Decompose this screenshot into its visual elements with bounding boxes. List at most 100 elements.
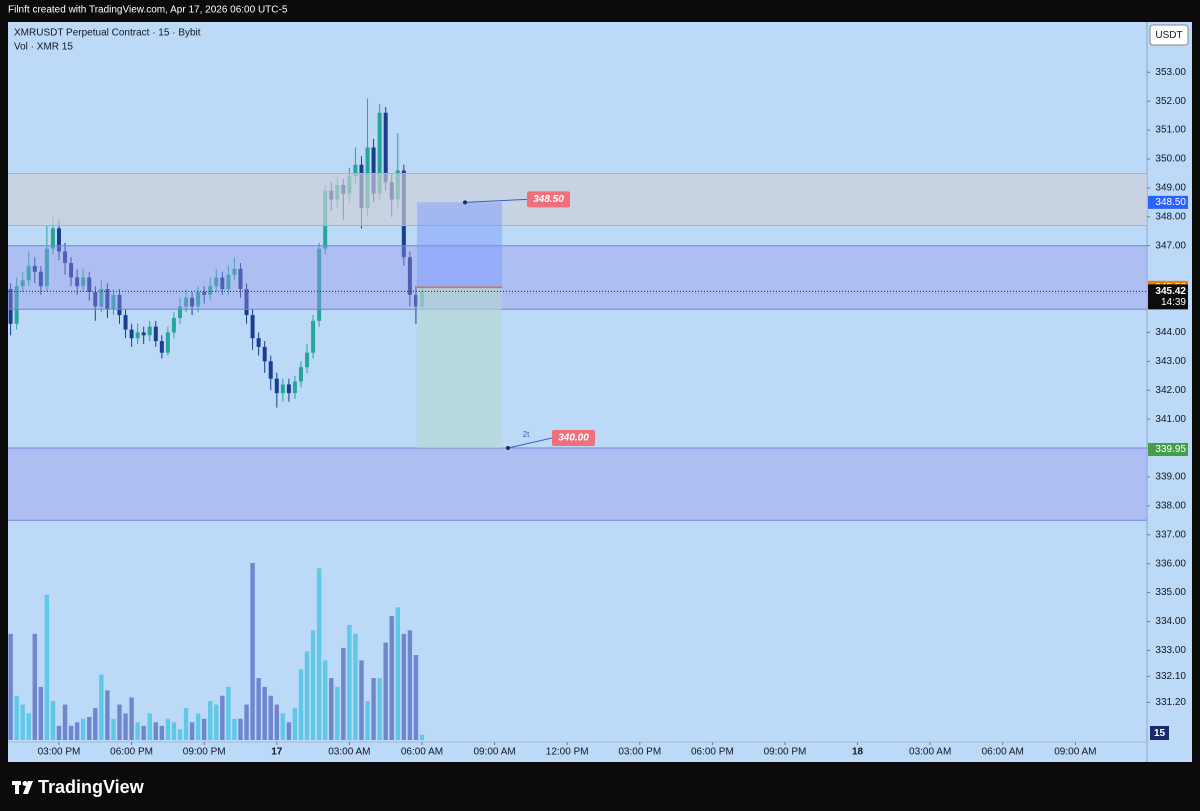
candle-body	[147, 326, 152, 336]
volume-bar	[383, 642, 388, 740]
volume-bar	[286, 722, 292, 740]
y-tick-label: 344.00	[1155, 327, 1186, 338]
zone	[8, 245, 1147, 310]
last-price-label: 345.42	[1155, 286, 1186, 297]
candle-body	[407, 257, 412, 295]
volume-bar	[105, 690, 110, 740]
candle-body	[214, 277, 219, 287]
y-tick-label: 332.10	[1155, 671, 1186, 682]
candle-body	[117, 294, 122, 316]
logo-shape	[23, 781, 33, 794]
candle-body	[383, 112, 388, 183]
candle-body	[20, 280, 25, 287]
volume-bar	[226, 686, 231, 740]
volume-bar	[44, 594, 50, 740]
y-tick-label: 339.00	[1155, 472, 1186, 483]
candle-body	[26, 265, 31, 281]
volume-bar	[135, 722, 140, 740]
volume-bar	[99, 674, 104, 740]
y-tick-label: 350.00	[1155, 154, 1186, 165]
logo-shape	[15, 781, 19, 794]
x-tick-label: 06:00 PM	[110, 747, 153, 758]
anchor-dot	[506, 446, 510, 451]
volume-bar	[280, 713, 286, 740]
volume-bar	[232, 718, 237, 740]
candle-body	[111, 294, 116, 310]
interval-badge	[1150, 726, 1169, 740]
volume-bar	[195, 713, 201, 740]
volume-bar	[244, 704, 249, 740]
candle-body	[56, 228, 61, 252]
last-price-marker	[1148, 284, 1188, 310]
chart-title: XMRUSDT Perpetual Contract · 15 · Bybit	[14, 28, 201, 39]
candle-body	[14, 286, 19, 324]
volume-bar	[407, 630, 413, 740]
volume-bar	[395, 607, 400, 740]
y-tick-label: 338.00	[1155, 500, 1186, 511]
x-tick-label: 09:00 AM	[1054, 747, 1096, 758]
volume-bar	[401, 633, 407, 740]
volume-bar	[50, 701, 56, 740]
volume-bar	[26, 713, 31, 740]
x-tick-label: 03:00 AM	[328, 747, 370, 758]
volume-bar	[68, 725, 74, 740]
candle-body	[286, 384, 291, 394]
x-tick-label: 09:00 AM	[473, 747, 515, 758]
label-leader	[464, 198, 528, 203]
candle-body	[268, 361, 273, 379]
volume-bar	[189, 722, 195, 740]
volume-bar	[171, 722, 177, 740]
candle-body	[208, 286, 213, 295]
x-tick-label: 06:00 AM	[401, 747, 443, 758]
zone	[8, 173, 1147, 226]
volume-bar	[165, 718, 171, 740]
candle-body	[371, 147, 376, 194]
credit: Filnft created with TradingView.com, Apr…	[8, 5, 288, 16]
logo-shape	[22, 781, 28, 786]
plot-background	[8, 22, 1192, 762]
volume-bar	[353, 633, 358, 740]
volume-bar	[159, 725, 165, 740]
volume-bar	[335, 686, 340, 740]
volume-bar	[292, 708, 298, 740]
volume-bar	[147, 713, 152, 740]
x-tick-label: 03:00 PM	[618, 747, 661, 758]
y-tick-label: 331.20	[1155, 697, 1186, 708]
target-label: 340.00	[558, 433, 589, 444]
volume-bar	[413, 655, 419, 740]
volume-bar	[8, 633, 13, 740]
volume-bar	[347, 624, 352, 740]
volume-bar	[262, 686, 267, 740]
price-marker	[1148, 195, 1188, 209]
candle-body	[81, 277, 86, 287]
x-tick-label: 03:00 AM	[909, 747, 951, 758]
y-tick-label: 337.00	[1155, 529, 1186, 540]
volume-bar	[304, 651, 310, 740]
label-leader	[507, 437, 553, 449]
candle-body	[93, 291, 98, 307]
y-tick-label: 342.00	[1155, 385, 1186, 396]
volume-bar	[220, 695, 225, 740]
volume-bar	[56, 725, 62, 740]
candle-body	[99, 289, 104, 307]
candle-body	[196, 291, 201, 307]
volume-bar	[93, 708, 98, 740]
volume-bar	[87, 716, 92, 740]
volume-bar	[389, 616, 394, 740]
volume-bar	[274, 704, 279, 740]
volume-bar	[80, 718, 86, 740]
candle-body	[32, 265, 37, 272]
candle-body	[274, 378, 279, 394]
volume-bar	[365, 701, 370, 740]
candle-body	[220, 277, 225, 290]
y-tick-label: 335.00	[1155, 587, 1186, 598]
candle-body	[50, 228, 55, 249]
price-marker	[1148, 442, 1188, 456]
candle-body	[8, 289, 13, 324]
candle-body	[165, 332, 170, 353]
candle-body	[190, 297, 195, 307]
volume-bar	[268, 695, 273, 740]
volume-bar	[371, 678, 376, 740]
